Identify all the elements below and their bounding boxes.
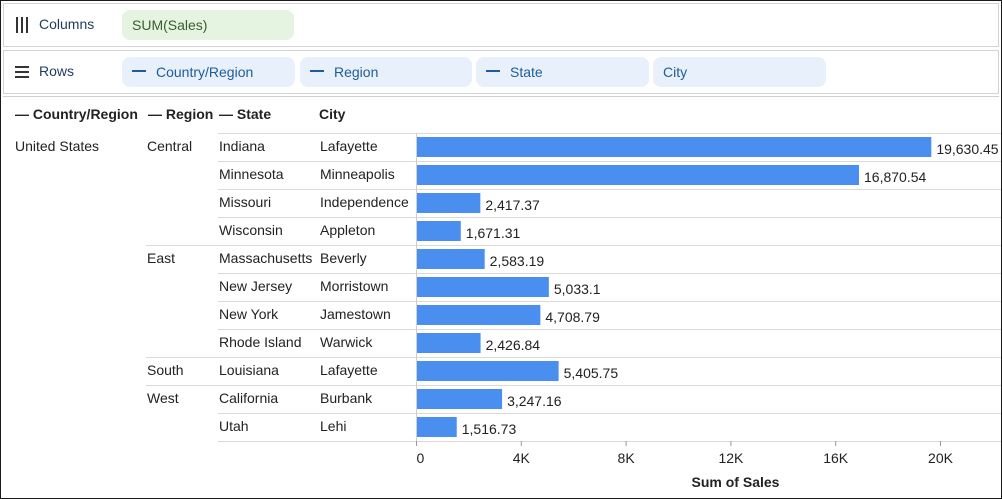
header-country-region: — Country/Region <box>15 106 138 122</box>
bar-value-label: 1,516.73 <box>462 421 517 437</box>
cell-region: East <box>147 250 175 266</box>
cell-state: Massachusetts <box>219 250 312 266</box>
cell-state: Indiana <box>219 138 265 154</box>
columns-shelf-label: Columns <box>39 16 95 32</box>
bar[interactable] <box>417 165 860 185</box>
cell-region: West <box>147 390 179 406</box>
bar[interactable] <box>417 389 503 409</box>
columns-icon <box>16 17 28 33</box>
pill-label: Region <box>334 64 379 80</box>
collapse-icon[interactable] <box>486 70 500 73</box>
shelf-divider <box>3 96 999 97</box>
header-region: — Region <box>148 106 213 122</box>
x-axis-title: Sum of Sales <box>692 474 780 490</box>
cell-city: Warwick <box>320 334 373 350</box>
pill-sum-sales[interactable]: SUM(Sales) <box>122 10 294 40</box>
cell-state: Missouri <box>219 194 271 210</box>
cell-city: Minneapolis <box>320 166 395 182</box>
cell-state: Louisiana <box>219 362 279 378</box>
pill-label: Country/Region <box>156 64 254 80</box>
bar-value-label: 1,671.31 <box>466 225 521 241</box>
bar-value-label: 5,033.1 <box>554 281 601 297</box>
pill-label: SUM(Sales) <box>132 17 208 33</box>
x-tick-label: 20K <box>928 450 954 466</box>
cell-state: Rhode Island <box>219 334 302 350</box>
bar-value-label: 2,583.19 <box>490 253 545 269</box>
bar-value-label: 3,247.16 <box>507 393 562 409</box>
pill-region[interactable]: Region <box>300 57 472 87</box>
bar[interactable] <box>417 193 481 213</box>
bar[interactable] <box>417 221 461 241</box>
pill-country-region[interactable]: Country/Region <box>122 57 295 87</box>
cell-state: California <box>219 390 278 406</box>
cell-city: Morristown <box>320 278 388 294</box>
collapse-icon[interactable] <box>132 70 146 73</box>
pill-state[interactable]: State <box>476 57 649 87</box>
x-tick-label: 16K <box>823 450 849 466</box>
cell-city: Appleton <box>320 222 375 238</box>
x-tick-label: 12K <box>718 450 744 466</box>
bar[interactable] <box>417 305 541 325</box>
bar-value-label: 2,417.37 <box>485 197 540 213</box>
bar[interactable] <box>417 277 549 297</box>
cell-state: New Jersey <box>219 278 292 294</box>
bar-value-label: 2,426.84 <box>486 337 541 353</box>
rows-shelf[interactable]: Rows Country/Region Region State City <box>3 50 999 94</box>
cell-city: Lehi <box>320 418 346 434</box>
bar-value-label: 5,405.75 <box>564 365 619 381</box>
rows-icon <box>15 66 29 78</box>
pill-label: City <box>663 64 688 80</box>
cell-state: Wisconsin <box>219 222 283 238</box>
collapse-icon[interactable] <box>310 70 324 73</box>
bar-value-label: 19,630.45 <box>936 141 998 157</box>
pill-city[interactable]: City <box>653 57 826 87</box>
rows-shelf-label: Rows <box>39 63 75 79</box>
cell-state: Utah <box>219 418 249 434</box>
cell-city: Independence <box>320 194 409 210</box>
pill-label: State <box>510 64 543 80</box>
columns-shelf[interactable]: Columns SUM(Sales) <box>3 3 999 47</box>
cell-city: Burbank <box>320 390 373 406</box>
x-tick-label: 4K <box>513 450 531 466</box>
bar-value-label: 16,870.54 <box>864 169 926 185</box>
cell-region: South <box>147 362 184 378</box>
bar[interactable] <box>417 249 485 269</box>
header-state: — State <box>219 106 271 122</box>
bar[interactable] <box>417 361 559 381</box>
cell-state: Minnesota <box>219 166 284 182</box>
x-tick-label: 8K <box>618 450 636 466</box>
cell-city: Jamestown <box>320 306 391 322</box>
bar-value-label: 4,708.79 <box>545 309 600 325</box>
bar[interactable] <box>417 137 932 157</box>
cell-region: Central <box>147 138 192 154</box>
cell-city: Lafayette <box>320 138 378 154</box>
cell-country: United States <box>15 138 99 154</box>
x-tick-label: 0 <box>417 450 425 466</box>
cell-city: Lafayette <box>320 362 378 378</box>
cell-city: Beverly <box>320 250 367 266</box>
bar[interactable] <box>417 333 481 353</box>
cell-state: New York <box>219 306 279 322</box>
header-city: City <box>319 106 346 122</box>
bar[interactable] <box>417 417 457 437</box>
